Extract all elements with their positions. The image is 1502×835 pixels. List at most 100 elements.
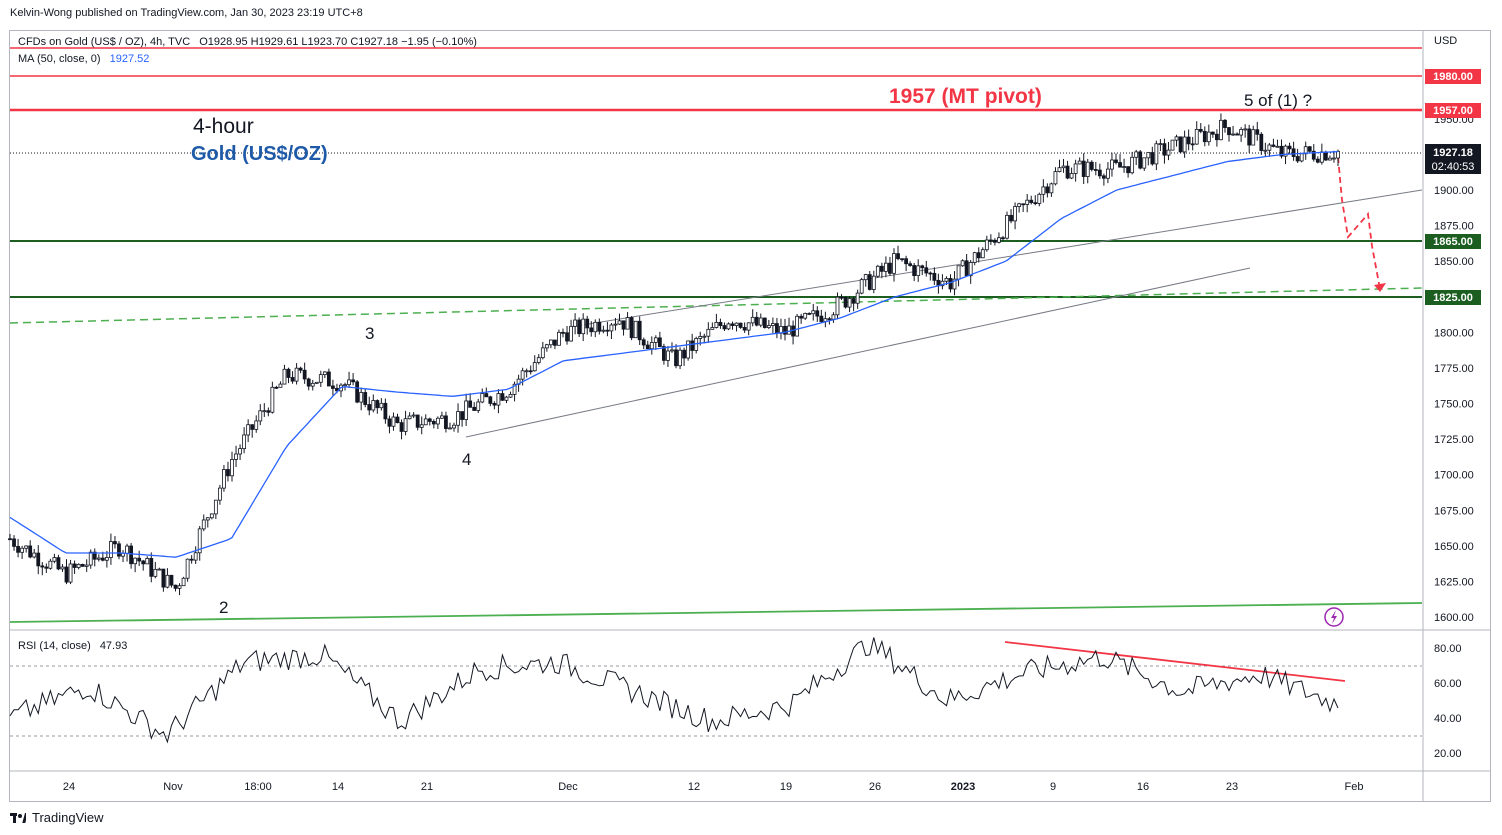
candle-body: [242, 434, 247, 450]
candle-body: [399, 422, 404, 432]
price-tick-label: 1800.00: [1434, 327, 1474, 339]
candle-body: [1186, 136, 1191, 145]
candle-body: [904, 258, 908, 265]
candle-body: [387, 418, 392, 427]
candle-body: [742, 327, 747, 331]
candle-body: [1069, 173, 1074, 179]
candle-body: [847, 298, 852, 308]
candle-body: [189, 558, 194, 561]
ohlc-values: O1928.95 H1929.61 L1923.70 C1927.18 −1.9…: [199, 36, 477, 48]
channel-lower-line[interactable]: [465, 267, 1251, 438]
candle-body: [137, 557, 142, 562]
candle-body: [48, 560, 53, 569]
candle-body: [177, 585, 182, 589]
candle-body: [64, 566, 69, 583]
candle-body: [359, 392, 364, 403]
candle-body: [1017, 203, 1022, 207]
rsi-layer: [9, 637, 1339, 744]
candle-body: [561, 331, 565, 334]
projected-path-arrowhead: [1374, 283, 1386, 292]
candle-body: [1170, 139, 1175, 151]
candle-body: [125, 545, 129, 554]
candle-body: [710, 327, 715, 330]
badge-1957-label: 1957.00: [1433, 105, 1473, 117]
candle-body: [1134, 151, 1139, 158]
rsi-tick-label: 40.00: [1434, 713, 1462, 725]
candle-body: [76, 564, 81, 568]
candle-body: [653, 337, 658, 343]
candle-body: [1243, 128, 1248, 131]
candle-body: [476, 401, 481, 411]
candle-body: [28, 545, 33, 558]
candle-body: [213, 499, 218, 515]
candle-body: [129, 545, 133, 565]
alert-icon[interactable]: [1324, 607, 1344, 627]
ma-value: 1927.52: [109, 53, 150, 65]
candle-body: [262, 410, 267, 413]
candle-body: [565, 332, 569, 342]
candle-body: [448, 427, 452, 430]
badge-1980-label: 1980.00: [1433, 71, 1473, 83]
projected-path: [1337, 156, 1381, 290]
tradingview-logo[interactable]: TradingView: [10, 810, 104, 825]
badge-last-price[interactable]: 1927.18 02:40:53: [1425, 144, 1481, 174]
last-price-label: 1927.18: [1433, 147, 1473, 159]
candle-body: [343, 384, 347, 387]
candle-body: [500, 393, 505, 401]
candle-body: [855, 292, 860, 304]
price-tick-label: 1600.00: [1434, 612, 1474, 624]
candle-body: [815, 310, 820, 317]
candle-body: [871, 275, 876, 290]
rsi-axis[interactable]: 80.00 60.00 40.00 20.00: [1434, 643, 1462, 760]
candle-body: [1267, 144, 1272, 151]
candle-body: [314, 381, 319, 384]
price-tick-label: 1650.00: [1434, 541, 1474, 553]
footer-brand: TradingView: [32, 810, 104, 825]
candle-body: [544, 344, 549, 349]
badge-1980[interactable]: 1980.00: [1425, 69, 1481, 84]
candle-body: [80, 564, 85, 567]
candle-body: [391, 416, 396, 427]
badge-1825-bg: [1425, 290, 1481, 305]
badge-1825[interactable]: 1825.00: [1425, 290, 1481, 305]
badge-1865[interactable]: 1865.00: [1425, 234, 1481, 249]
chart-frame[interactable]: [9, 30, 1491, 802]
candle-body: [440, 415, 444, 419]
channel-upper-line[interactable]: [569, 189, 1423, 328]
candle-body: [597, 321, 602, 332]
candle-body: [201, 519, 206, 530]
candle-body: [117, 543, 121, 557]
price-axis[interactable]: 1950.001925.001900.001875.001850.001825.…: [1434, 114, 1474, 624]
candle-body: [585, 318, 590, 329]
candle-body: [456, 411, 460, 426]
badge-1957[interactable]: 1957.00: [1425, 103, 1481, 118]
candle-body: [1013, 206, 1017, 222]
candle-body: [851, 298, 856, 304]
candle-body: [282, 368, 287, 385]
ma-label: MA (50, close, 0): [18, 53, 101, 65]
candle-body: [294, 367, 299, 382]
candle-body: [331, 385, 335, 389]
badge-1957-bg: [1425, 103, 1481, 118]
candle-body: [738, 322, 743, 328]
dashed-trendline[interactable]: [9, 287, 1423, 324]
candle-body: [928, 272, 933, 275]
candle-body: [1178, 136, 1183, 153]
time-axis-label: 26: [869, 781, 881, 793]
price-tick-label: 1775.00: [1434, 363, 1474, 375]
candle-body: [997, 237, 1001, 243]
rsi-divergence-line[interactable]: [1004, 641, 1346, 682]
candle-body: [520, 370, 525, 380]
candle-body: [411, 414, 416, 417]
candle-body: [1323, 151, 1328, 161]
time-axis[interactable]: 24 Nov 18:00 14 21 Dec 12 19 26 2023 9 16 23 Feb: [63, 781, 1364, 793]
candle-body: [960, 260, 965, 267]
long-term-trendline[interactable]: [9, 602, 1423, 623]
candle-body: [496, 393, 501, 406]
candle-body: [1255, 129, 1260, 135]
candle-body: [56, 557, 61, 570]
rsi-tick-label: 60.00: [1434, 678, 1462, 690]
candle-body: [988, 239, 993, 242]
candle-body: [250, 424, 255, 430]
rsi-legend: RSI (14, close) 47.93: [18, 640, 127, 652]
